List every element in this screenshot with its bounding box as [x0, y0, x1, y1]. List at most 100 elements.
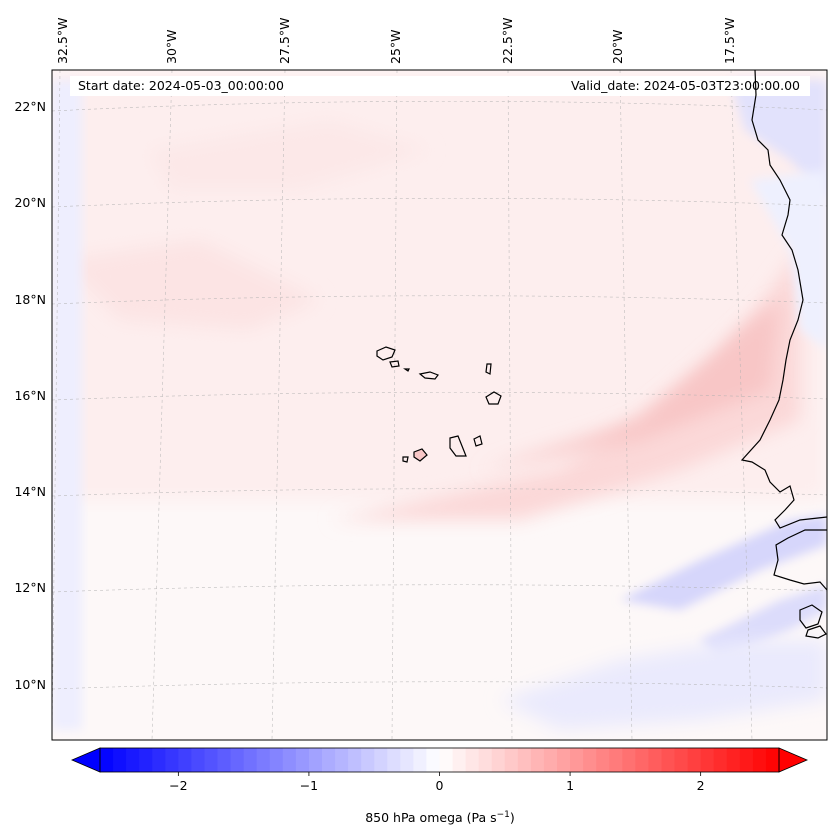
- colorbar-cell: [243, 748, 258, 772]
- map-panel[interactable]: [52, 70, 827, 740]
- cape-verde-boa-vista: [485, 391, 502, 405]
- colorbar-cell: [165, 748, 179, 772]
- negative-strip-east: [750, 170, 827, 350]
- lat-label-18n: 18°N: [14, 292, 46, 307]
- colorbar-cell: [530, 748, 545, 772]
- negative-strip-west: [52, 80, 82, 730]
- colorbar-cell: [517, 748, 532, 772]
- lon-label-22-5w: 22.5°W: [500, 18, 515, 64]
- colorbar-cell: [178, 748, 192, 772]
- colorbar-cell: [126, 748, 140, 772]
- positive-band-core: [480, 300, 780, 470]
- colorbar-cell: [622, 748, 636, 772]
- colorbar-cell: [100, 748, 114, 772]
- colorbar-label-exponent: −1: [497, 810, 510, 820]
- lon-label-30w: 30°W: [164, 29, 179, 64]
- lat-label-22n: 22°N: [14, 99, 46, 114]
- negative-streak-1: [620, 515, 827, 610]
- colorbar-cell: [387, 748, 401, 772]
- cape-verde-sao-vicente: [389, 360, 400, 368]
- colorbar-cell: [230, 748, 245, 772]
- positive-patch-west: [60, 240, 320, 330]
- negative-streak-2: [700, 585, 827, 660]
- negative-patch-south: [500, 640, 827, 730]
- colorbar-extend-min: [70, 747, 101, 773]
- colorbar-cells: [100, 748, 780, 772]
- colorbar-cell: [335, 748, 349, 772]
- colorbar-cell: [361, 748, 375, 772]
- colorbar-cell: [491, 748, 506, 772]
- colorbar-cell: [739, 748, 754, 772]
- colorbar-cell: [609, 748, 623, 772]
- cape-verde-sao-nicolau: [418, 371, 439, 380]
- africa-coastline-south: [773, 529, 827, 591]
- colorbar-cell: [191, 748, 205, 772]
- colorbar-tick-label: 1: [566, 778, 574, 793]
- lat-label-12n: 12°N: [14, 580, 46, 595]
- colorbar-cell: [452, 748, 467, 772]
- colorbar-cell: [570, 748, 584, 772]
- colorbar-label: 850 hPa omega (Pa s−1): [365, 810, 515, 825]
- positive-band: [330, 250, 800, 520]
- latitude-labels: 22°N 20°N 18°N 16°N 14°N 12°N 10°N: [14, 99, 46, 692]
- colorbar-cell: [139, 748, 153, 772]
- lon-label-17-5w: 17.5°W: [722, 18, 737, 64]
- colorbar-extend-max: [778, 747, 809, 773]
- lon-label-27-5w: 27.5°W: [277, 18, 292, 64]
- lon-label-20w: 20°W: [610, 29, 625, 64]
- colorbar: −2 −1 0 1 2 850 hPa omega (Pa s−1): [70, 747, 809, 825]
- colorbar-cell: [478, 748, 493, 772]
- negative-patch-northeast: [730, 80, 827, 200]
- colorbar-ticks: −2 −1 0 1 2: [169, 772, 705, 793]
- colorbar-cell: [295, 748, 310, 772]
- colorbar-cell: [726, 748, 741, 772]
- colorbar-tick-label: 2: [697, 778, 705, 793]
- colorbar-cell: [152, 748, 166, 772]
- colorbar-tick-label: −1: [300, 778, 318, 793]
- colorbar-cell: [543, 748, 558, 772]
- cape-verde-santo-antao: [376, 346, 396, 361]
- lon-label-25w: 25°W: [388, 29, 403, 64]
- map-frame: [51, 69, 828, 741]
- cape-verde-santiago: [449, 435, 467, 457]
- start-date-label: Start date: 2024-05-03_00:00:00: [78, 78, 284, 93]
- colorbar-cell: [426, 748, 440, 772]
- colorbar-cell: [674, 748, 689, 772]
- colorbar-label-text: 850 hPa omega (Pa s: [365, 810, 496, 825]
- colorbar-cell: [321, 748, 336, 772]
- colorbar-cell: [596, 748, 610, 772]
- lat-label-16n: 16°N: [14, 388, 46, 403]
- colorbar-tick-label: 0: [436, 778, 444, 793]
- africa-coastline-islands: [799, 604, 827, 639]
- gridlines: [52, 70, 827, 740]
- lat-label-20n: 20°N: [14, 195, 46, 210]
- colorbar-cell: [583, 748, 597, 772]
- lat-label-10n: 10°N: [14, 677, 46, 692]
- colorbar-cell: [256, 748, 271, 772]
- lon-label-32-5w: 32.5°W: [55, 18, 70, 64]
- cape-verde-fogo: [413, 448, 428, 462]
- colorbar-cell: [348, 748, 362, 772]
- colorbar-cell: [308, 748, 323, 772]
- colorbar-cell: [282, 748, 297, 772]
- valid-date-label: Valid_date: 2024-05-03T23:00:00.00: [571, 78, 800, 93]
- colorbar-cell: [648, 748, 662, 772]
- colorbar-cell: [557, 748, 571, 772]
- colorbar-cell: [687, 748, 702, 772]
- colorbar-cell: [713, 748, 728, 772]
- colorbar-label-close: ): [510, 810, 515, 825]
- colorbar-cell: [465, 748, 480, 772]
- cape-verde-brava: [402, 456, 409, 463]
- omega-field: [52, 70, 827, 730]
- colorbar-cell: [204, 748, 219, 772]
- cape-verde-sal: [485, 363, 492, 375]
- colorbar-cell: [661, 748, 676, 772]
- colorbar-cell: [504, 748, 519, 772]
- coastlines: [376, 70, 827, 639]
- colorbar-cell: [765, 748, 780, 772]
- positive-patch-north: [150, 120, 430, 190]
- colorbar-cell: [374, 748, 388, 772]
- colorbar-cell: [439, 748, 454, 772]
- colorbar-cell: [413, 748, 427, 772]
- colorbar-cell: [635, 748, 649, 772]
